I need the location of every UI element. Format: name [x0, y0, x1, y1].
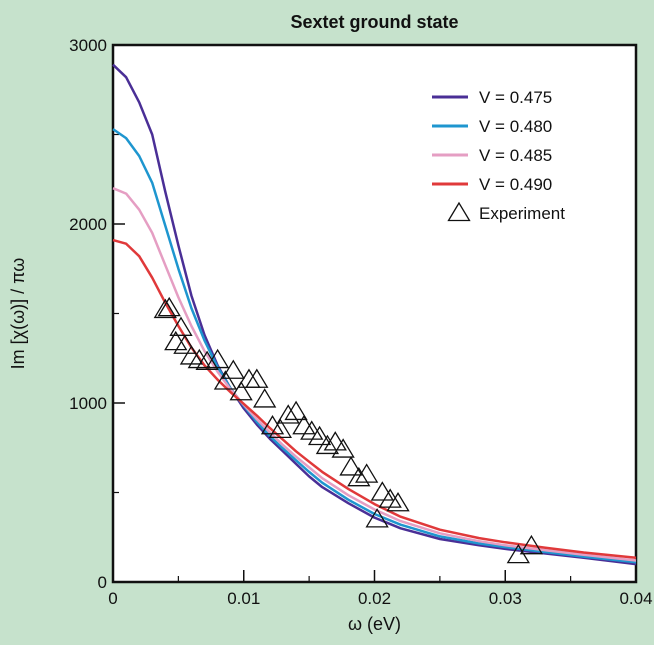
- experiment-point: [365, 508, 389, 528]
- experiment-point: [307, 425, 332, 446]
- experiment-point: [276, 404, 300, 424]
- legend-label: V = 0.475: [479, 88, 552, 107]
- series-line-3: [112, 187, 637, 562]
- experiment-point: [519, 534, 544, 555]
- experiment-point: [153, 298, 177, 319]
- experiment-point: [331, 438, 355, 458]
- experiment-point: [205, 348, 230, 369]
- y-tick-label: 0: [98, 573, 107, 592]
- series-line-2: [112, 128, 637, 564]
- x-tick-label: 0.01: [227, 589, 260, 608]
- experiment-point: [268, 418, 293, 439]
- experiment-point: [169, 316, 193, 336]
- experiment-point: [213, 370, 238, 390]
- experiment-point: [339, 456, 363, 476]
- experiment-point: [157, 296, 181, 317]
- y-tick-label: 1000: [69, 394, 107, 413]
- y-tick-label: 2000: [69, 215, 107, 234]
- experiment-point: [347, 466, 371, 487]
- y-axis-label: Im [χ(ω)] / πω: [8, 258, 28, 370]
- experiment-point: [164, 330, 188, 351]
- series-line-1: [112, 63, 637, 566]
- legend-label: V = 0.485: [479, 146, 552, 165]
- x-tick-label: 0.02: [358, 589, 391, 608]
- experiment-point: [315, 434, 340, 455]
- legend-label: V = 0.490: [479, 175, 552, 194]
- experiment-point: [284, 400, 308, 421]
- x-tick-label: 0.03: [489, 589, 522, 608]
- experiment-point: [221, 359, 245, 379]
- experiment-point: [386, 491, 410, 512]
- experiment-point: [355, 463, 379, 483]
- legend: V = 0.475 V = 0.480 V = 0.485 V = 0.490 Expe…: [432, 88, 565, 223]
- legend-label: Experiment: [479, 204, 565, 223]
- experiment-point: [253, 388, 277, 408]
- experiment-point: [173, 334, 197, 354]
- legend-marker-experiment: [447, 201, 471, 222]
- experiment-point: [195, 350, 219, 370]
- chart-title: Sextet ground state: [290, 12, 458, 32]
- x-tick-label: 0.04: [619, 589, 652, 608]
- x-tick-label: 0: [108, 589, 117, 608]
- experiment-point: [370, 481, 394, 501]
- axes: 0 0.01 0.02 0.03 0.04 0 1000 2000 3000: [69, 36, 652, 608]
- experiment-point: [187, 348, 211, 369]
- experiment-markers: [153, 296, 544, 564]
- x-axis-label: ω (eV): [348, 614, 401, 634]
- y-tick-label: 3000: [69, 36, 107, 55]
- legend-label: V = 0.480: [479, 117, 552, 136]
- experiment-point: [323, 431, 347, 451]
- experiment-point: [229, 380, 253, 401]
- series-layer: [112, 63, 637, 566]
- experiment-point: [245, 368, 269, 388]
- plot-area: [111, 43, 638, 584]
